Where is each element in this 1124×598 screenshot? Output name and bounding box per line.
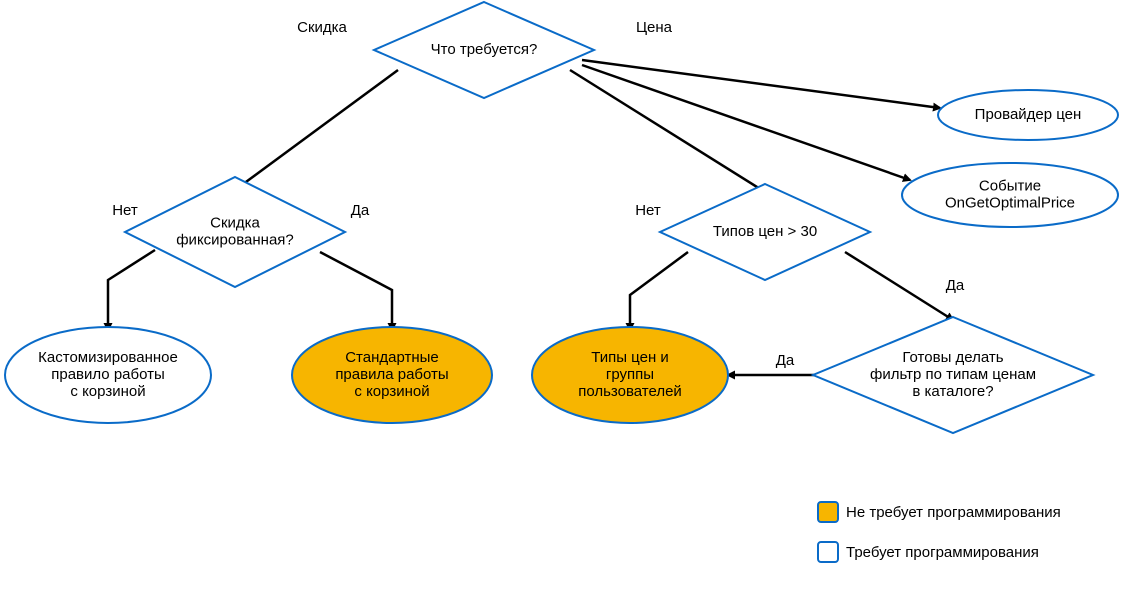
node-e_standard_rules: Стандартныеправила работыс корзиной bbox=[292, 327, 492, 423]
legend-item: Требует программирования bbox=[818, 542, 1039, 562]
flowchart-canvas: Скидка Цена Нет Да Нет Да Да Что требуется? Ски… bbox=[0, 0, 1124, 598]
node-text: Стандартные bbox=[345, 349, 439, 366]
edge-label: Нет bbox=[112, 202, 138, 219]
node-text: Типы цен и bbox=[591, 349, 669, 366]
node-text: группы bbox=[606, 366, 654, 383]
node-q_catalog_filter: Готовы делатьфильтр по типам ценамв ката… bbox=[813, 317, 1093, 433]
edge-label: Да bbox=[946, 277, 965, 294]
node-text: правило работы bbox=[51, 366, 165, 383]
node-q_types_gt30: Типов цен > 30 bbox=[660, 184, 870, 280]
node-q_fixed_discount: Скидкафиксированная? bbox=[125, 177, 345, 287]
edge-arrow bbox=[845, 252, 953, 320]
legend-text: Требует программирования bbox=[846, 544, 1039, 561]
edge-label: Нет bbox=[635, 202, 661, 219]
node-text: с корзиной bbox=[70, 383, 145, 400]
node-text: фильтр по типам ценам bbox=[870, 366, 1036, 383]
node-text: Готовы делать bbox=[902, 349, 1003, 366]
node-text: в каталоге? bbox=[912, 383, 993, 400]
legend-item: Не требует программирования bbox=[818, 502, 1061, 522]
edge-arrow bbox=[108, 250, 155, 330]
node-text: Типов цен > 30 bbox=[713, 223, 817, 240]
node-text: Событие bbox=[979, 177, 1041, 194]
legend: Не требует программирования Требует прогр… bbox=[818, 502, 1061, 562]
node-e_price_types: Типы цен игруппыпользователей bbox=[532, 327, 728, 423]
legend-swatch bbox=[818, 502, 838, 522]
edge-arrow bbox=[320, 252, 392, 330]
node-text: пользователей bbox=[578, 383, 682, 400]
node-q_root: Что требуется? bbox=[374, 2, 594, 98]
edge-arrow bbox=[235, 70, 398, 190]
node-text: Что требуется? bbox=[431, 41, 538, 58]
node-e_custom_rule: Кастомизированноеправило работыс корзино… bbox=[5, 327, 211, 423]
edge-label: Да bbox=[351, 202, 370, 219]
edge-arrow bbox=[570, 70, 765, 192]
legend-swatch bbox=[818, 542, 838, 562]
edge-arrow bbox=[630, 252, 688, 330]
node-text: OnGetOptimalPrice bbox=[945, 194, 1075, 211]
node-text: фиксированная? bbox=[176, 231, 294, 248]
node-text: правила работы bbox=[335, 366, 448, 383]
node-text: Кастомизированное bbox=[38, 349, 178, 366]
nodes-layer: Что требуется?Скидкафиксированная?Кастом… bbox=[5, 2, 1118, 433]
node-e_event_optimal: СобытиеOnGetOptimalPrice bbox=[902, 163, 1118, 227]
node-text: Провайдер цен bbox=[975, 106, 1082, 123]
node-text: с корзиной bbox=[354, 383, 429, 400]
edge-label: Скидка bbox=[297, 19, 347, 36]
edge-label: Да bbox=[776, 352, 795, 369]
node-text: Скидка bbox=[210, 214, 260, 231]
legend-text: Не требует программирования bbox=[846, 504, 1061, 521]
edge-label: Цена bbox=[636, 19, 673, 36]
node-e_price_provider: Провайдер цен bbox=[938, 90, 1118, 140]
